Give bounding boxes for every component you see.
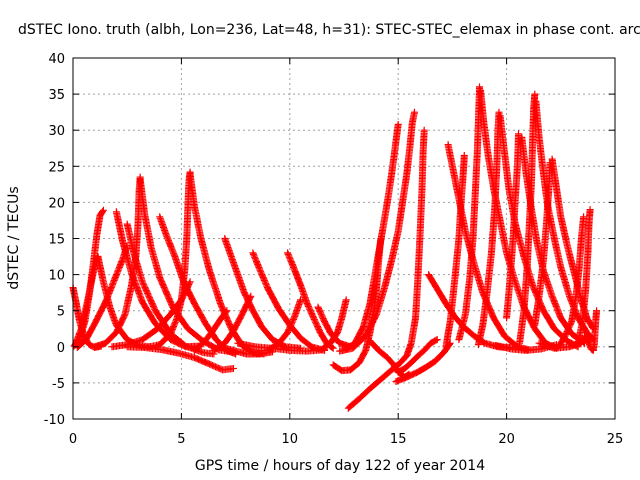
y-axis-label: dSTEC / TECUs	[6, 186, 22, 289]
series-arc28	[344, 126, 428, 412]
series-arc39	[503, 130, 522, 322]
series-arc43	[531, 159, 554, 329]
y-tick-label: 25	[48, 160, 65, 175]
data-points	[336, 108, 418, 355]
series-arc34	[442, 152, 468, 351]
series-arc15	[190, 307, 231, 354]
series-arc23	[314, 303, 354, 351]
data-points	[503, 130, 522, 322]
y-tick-label: -10	[44, 413, 65, 428]
x-tick-label: 10	[282, 432, 299, 447]
plot-area	[69, 83, 601, 412]
series-arc13	[186, 170, 268, 358]
chart-title: dSTEC Iono. truth (albh, Lon=236, Lat=48…	[18, 22, 640, 38]
data-points	[318, 296, 350, 353]
y-axis: -10 -5 0 5 10 15 20 25 30 35 40	[44, 52, 615, 428]
y-tick-label: 10	[48, 269, 65, 284]
y-tick-label: -5	[52, 377, 65, 392]
series-arc47	[581, 307, 601, 354]
y-tick-label: 15	[48, 233, 65, 248]
data-points	[216, 343, 276, 358]
series-arc49	[492, 341, 560, 354]
x-tick-label: 0	[69, 432, 77, 447]
data-points	[455, 83, 483, 344]
y-tick-label: 20	[48, 196, 65, 211]
data-points	[186, 170, 268, 358]
series-arc41	[516, 90, 539, 347]
series-arc19	[216, 343, 276, 358]
series-arc35	[455, 83, 483, 344]
y-tick-label: 40	[48, 52, 65, 67]
data-points	[123, 343, 237, 374]
x-axis: 0 5 10 15 20 25	[69, 58, 623, 447]
x-tick-label: 5	[177, 432, 185, 447]
series-arc37	[474, 108, 503, 349]
data-points	[531, 159, 554, 329]
data-points	[344, 126, 428, 412]
y-tick-label: 5	[57, 305, 65, 320]
y-tick-label: 35	[48, 88, 65, 103]
series-arc31	[366, 337, 413, 381]
series-arc22	[284, 249, 337, 352]
y-tick-label: 30	[48, 124, 65, 139]
y-tick-label: 0	[57, 341, 65, 356]
x-axis-label: GPS time / hours of day 122 of year 2014	[195, 458, 485, 474]
data-points	[442, 152, 468, 351]
x-tick-label: 25	[607, 432, 624, 447]
data-points	[366, 337, 413, 381]
data-points	[71, 253, 102, 349]
series-arc27	[336, 108, 418, 355]
series-arc18	[249, 249, 328, 354]
series-arc24	[318, 296, 350, 353]
data-points	[264, 296, 305, 354]
data-points	[190, 307, 231, 354]
data-points	[249, 249, 328, 354]
series-arc14	[123, 343, 237, 374]
data-points	[581, 307, 601, 354]
data-points	[284, 249, 337, 352]
data-points	[474, 108, 503, 349]
x-tick-label: 15	[390, 432, 407, 447]
x-tick-label: 20	[498, 432, 515, 447]
data-points	[314, 303, 354, 351]
series-arc21	[264, 296, 305, 354]
data-points	[492, 341, 560, 354]
series-arc03	[71, 253, 102, 349]
data-points	[516, 90, 539, 347]
